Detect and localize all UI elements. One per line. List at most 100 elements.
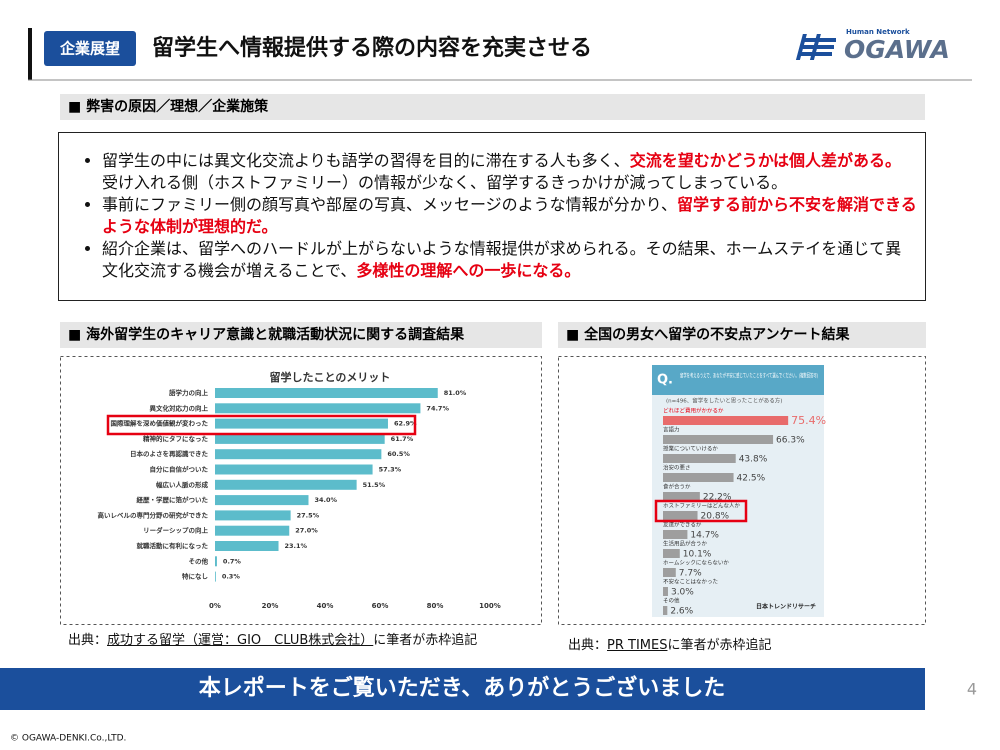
value-label: 7.7% [679,569,702,579]
category-label: 精神的にタフになった [143,434,209,443]
logo-tagline: Human Network [846,28,910,36]
value-label: 3.0% [671,588,694,598]
emphasis: 多様性の理解への一歩になる。 [356,261,581,280]
emphasis: 交流を望むかどうかは個人差がある。 [629,151,902,170]
source-link: 成功する留学（運営：GIO CLUB株式会社） [107,633,374,648]
bar [663,435,774,444]
value-label: 0.3% [222,573,241,581]
header-bar [28,28,32,80]
category-label: 言語力 [663,426,680,434]
header-tag: 企業展望 [59,40,120,58]
bar [215,525,290,536]
highlight-box [654,499,748,523]
bullet-text: 受け入れる側（ホストファミリー）の情報が少なく、留学するきっかけが減ってしまって… [102,173,788,192]
source-text: に筆者が赤枠追記 [667,638,772,653]
bar [663,530,688,539]
bullet-list: 留学生の中には異文化交流よりも語学の習得を目的に滞在する人も多く、交流を望むかど… [80,150,917,282]
bullet-text: 留学生の中には異文化交流よりも語学の習得を目的に滞在する人も多く、 [102,151,630,170]
copyright: © OGAWA-DENKI.Co.,LTD. [10,734,126,744]
category-label: 友達ができるか [663,521,702,529]
bullet: 事前にファミリー側の顔写真や部屋の写真、メッセージのような情報が分かり、留学する… [102,194,917,238]
value-label: 66.3% [776,436,805,446]
source: 出典：PR TIMESに筆者が赤枠追記 [568,634,772,653]
bar [663,568,676,577]
value-label: 75.4% [791,414,826,427]
category-label: 語学力の向上 [169,388,209,397]
category-label: その他 [663,597,680,605]
x-tick-label: 100% [479,602,501,610]
note: (n=496、留学をしたいと思ったことがある方) [666,397,782,405]
section-bar [60,322,542,348]
section-title: ■ 弊害の原因／理想／企業施策 [68,98,269,115]
bar [215,388,438,398]
category-label: 高いレベルの専門分野の研究ができた [98,510,209,519]
page-number: 4 [967,680,977,699]
category-label: 異文化対応力の向上 [150,403,209,412]
category-label: 国際理解を深め価値観が変わった [111,419,209,428]
value-label: 42.5% [737,474,766,484]
bar [663,606,668,615]
value-label: 34.0% [315,496,338,504]
chart-title: 留学したことのメリット [270,370,391,384]
section-bar [558,322,926,348]
logo-name: OGAWA [844,35,950,64]
question: 留学を考えるうえで、あなたが不安に感じていたことをすべて選んでください。(複数回… [680,372,818,380]
bar [663,511,698,520]
bullet: 留学生の中には異文化交流よりも語学の習得を目的に滞在する人も多く、交流を望むかど… [102,150,917,194]
category-label: 授業についていけるか [663,445,718,453]
category-label: 特になし [182,572,208,581]
bullet: 紹介企業は、留学へのハードルが上がらないような情報提供が求められる。その結果、ホ… [102,238,917,282]
value-label: 62.9% [394,420,417,428]
x-tick-label: 20% [262,602,279,610]
bar [215,495,309,506]
category-label: ホストファミリーはどんな人か [663,502,741,510]
source-text: 出典： [568,638,608,653]
bar [215,479,357,490]
value-label: 10.1% [683,550,712,560]
x-tick-label: 80% [427,602,444,610]
question-badge: Q. [657,373,673,388]
value-label: 14.7% [690,531,719,541]
bar [215,571,216,582]
value-label: 22.2% [703,493,732,503]
bar [215,403,421,414]
section-title: ■ 全国の男女へ留学の不安点アンケート結果 [566,326,851,343]
section-title: ■ 海外留学生のキャリア意識と就職活動状況に関する調査結果 [68,326,465,343]
source-text: に筆者が赤枠追記 [373,633,478,648]
value-label: 2.6% [670,607,693,617]
value-label: 27.0% [295,527,318,535]
category-label: 幅広い人脈の形成 [156,480,209,489]
bar [215,433,385,444]
category-label: ホームシックにならないか [663,560,729,567]
chart-frame [60,356,542,625]
source-link: PR TIMES [607,638,668,653]
value-label: 23.1% [285,542,308,550]
category-label: 食が合うか [663,483,691,491]
category-label: 不安なことはなかった [663,578,718,586]
bar [215,556,217,567]
value-label: 51.5% [363,481,386,489]
chart-source: 日本トレンドリサーチ [756,603,816,611]
survey-panel [652,365,824,617]
value-label: 74.7% [426,404,449,412]
category-label: 自分に自信がついた [150,465,209,474]
logo-mark [795,34,836,60]
survey-header [652,365,824,395]
value-label: 57.3% [379,466,402,474]
bar [663,587,668,596]
banner: 本レポートをご覧いただき、ありがとうございました [199,675,725,701]
bar [663,492,700,501]
value-label: 43.8% [739,455,768,465]
value-label: 27.5% [297,511,320,519]
source: 出典：成功する留学（運営：GIO CLUB株式会社）に筆者が赤枠追記 [68,629,477,648]
category-label: 日本のよさを再認識できた [130,449,209,458]
category-label: 経歴・学歴に箔がついた [137,495,209,504]
banner-box [0,668,925,710]
value-label: 60.5% [387,450,410,458]
bar [215,449,382,460]
value-label: 0.7% [223,557,242,565]
category-label: リーダーシップの向上 [143,526,208,535]
bar [215,464,373,475]
value-label: 81.0% [444,389,467,397]
